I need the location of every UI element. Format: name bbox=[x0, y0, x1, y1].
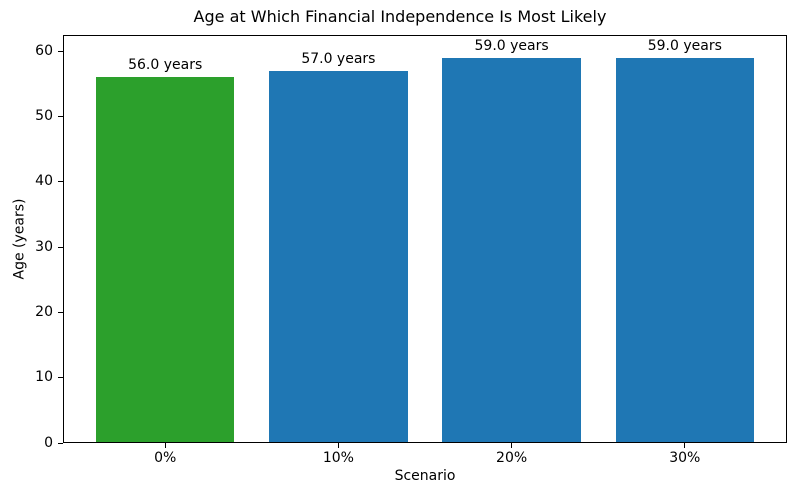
x-tick-label-0%: 0% bbox=[154, 450, 177, 466]
y-tick-mark bbox=[58, 50, 63, 52]
x-axis-label: Scenario bbox=[394, 468, 456, 484]
bar-value-label: 59.0 years bbox=[474, 37, 549, 54]
bar-value-label: 57.0 years bbox=[301, 50, 376, 67]
y-tick-label: 50 bbox=[35, 108, 53, 125]
y-tick-mark bbox=[58, 442, 63, 444]
x-tick-mark bbox=[164, 443, 166, 448]
y-tick-label: 0 bbox=[44, 434, 53, 451]
y-tick-label: 30 bbox=[35, 238, 53, 255]
x-tick-mark bbox=[337, 443, 339, 448]
y-tick-mark bbox=[58, 311, 63, 313]
y-tick-mark bbox=[58, 181, 63, 183]
bar-10% bbox=[269, 70, 408, 443]
bar-0% bbox=[95, 77, 235, 443]
chart-title: Age at Which Financial Independence Is M… bbox=[193, 7, 607, 26]
y-tick-mark bbox=[58, 246, 63, 248]
y-tick-label: 20 bbox=[35, 303, 53, 320]
x-tick-mark bbox=[684, 443, 686, 448]
y-tick-label: 40 bbox=[35, 173, 53, 190]
bar-value-label: 56.0 years bbox=[128, 57, 203, 74]
y-tick-label: 60 bbox=[35, 42, 53, 59]
y-tick-mark bbox=[58, 116, 63, 118]
x-tick-label-20%: 20% bbox=[496, 450, 528, 466]
y-tick-label: 10 bbox=[35, 369, 53, 386]
bar-value-label: 59.0 years bbox=[647, 37, 722, 54]
x-tick-mark bbox=[511, 443, 513, 448]
y-tick-mark bbox=[58, 377, 63, 379]
x-tick-label-10%: 10% bbox=[322, 450, 354, 466]
y-axis-label: Age (years) bbox=[11, 198, 28, 280]
x-tick-label-30%: 30% bbox=[669, 450, 701, 466]
bar-20% bbox=[442, 57, 581, 443]
bar-30% bbox=[615, 57, 755, 443]
